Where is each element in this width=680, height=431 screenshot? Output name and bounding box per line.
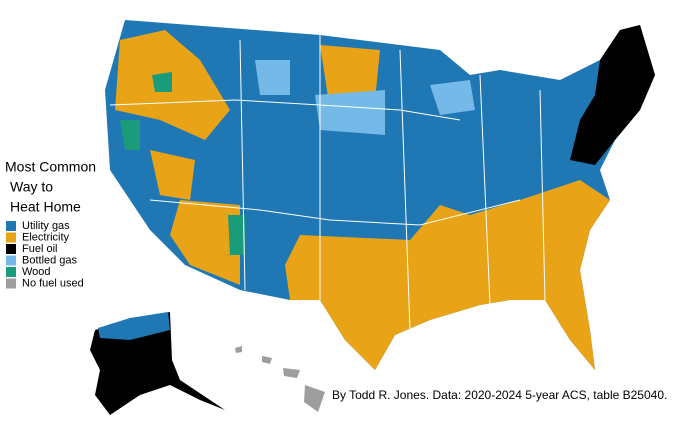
legend-label: No fuel used (22, 277, 84, 289)
legend-swatch (6, 221, 16, 231)
legend-title: Heat Home (10, 199, 81, 215)
legend-title: Most Common (5, 159, 96, 175)
legend-label: Electricity (22, 231, 70, 243)
lakes-patch (430, 80, 475, 115)
state-line (479, 74, 491, 306)
state-line (149, 199, 521, 226)
northeast-region (570, 25, 655, 165)
montana-patch (152, 72, 172, 92)
hawaii-4 (304, 385, 325, 412)
newmexico-patch (228, 215, 245, 255)
legend-label: Wood (22, 266, 51, 278)
state-lines (109, 35, 546, 331)
legend-label: Bottled gas (22, 254, 78, 266)
northwest-region (115, 30, 230, 140)
legend-swatch (6, 255, 16, 266)
state-line (539, 89, 546, 301)
hawaii-1 (235, 346, 242, 353)
state-line (399, 49, 411, 331)
credit: By Todd R. Jones. Data: 2020-2024 5-year… (332, 388, 667, 402)
legend-title: Way to (10, 179, 53, 195)
hawaii-3 (283, 368, 300, 378)
legend-label: Utility gas (22, 220, 70, 232)
state-line (239, 39, 246, 291)
legend-swatch (6, 278, 16, 289)
plains-patch (315, 90, 385, 135)
legend-swatch (6, 267, 16, 277)
nevada-region (150, 150, 195, 200)
map-regions (90, 20, 655, 415)
hawaii-2 (262, 356, 272, 364)
legend-swatch (6, 232, 16, 243)
alaska-north (98, 312, 170, 340)
legend: Most Common Way to Heat Home Utility gasEle… (5, 159, 96, 290)
west-patch (255, 60, 290, 95)
southwest-region (170, 200, 240, 285)
legend-swatch (6, 244, 16, 254)
south-region (285, 180, 610, 370)
legend-label: Fuel oil (22, 243, 57, 255)
oregon-patch (120, 120, 140, 150)
